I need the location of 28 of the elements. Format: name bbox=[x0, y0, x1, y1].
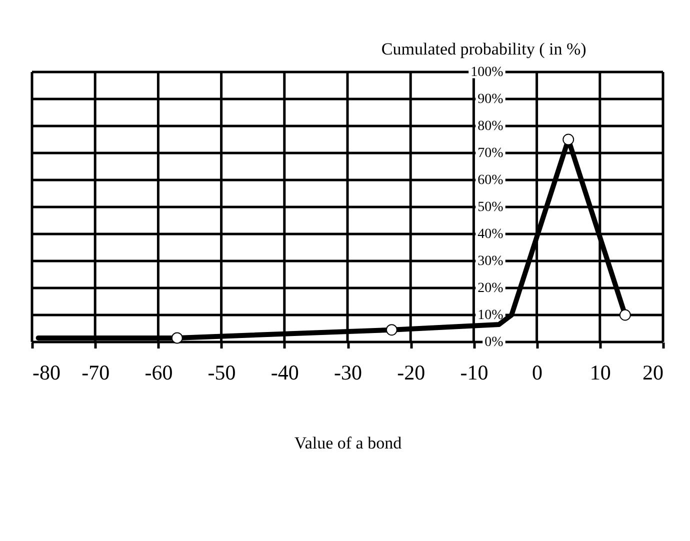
y-tick-label: 60% bbox=[478, 173, 504, 188]
y-axis-title: Cumulated probability ( in %) bbox=[381, 40, 586, 58]
x-tick-label: 20 bbox=[642, 360, 664, 384]
y-tick-label: 10% bbox=[478, 308, 504, 323]
x-tick-label: -30 bbox=[334, 360, 362, 384]
x-tick-label: -60 bbox=[144, 360, 173, 384]
point bbox=[171, 332, 183, 344]
y-tick-label: 50% bbox=[478, 200, 504, 215]
x-tick-label: -50 bbox=[208, 360, 236, 384]
x-axis-title: Value of a bond bbox=[294, 434, 402, 452]
point bbox=[619, 309, 631, 321]
y-tick-label: 70% bbox=[478, 146, 504, 161]
y-tick-label: 40% bbox=[478, 227, 504, 242]
x-tick-label: 10 bbox=[590, 360, 611, 384]
x-tick-label: -80 bbox=[32, 360, 60, 384]
y-tick-label: 80% bbox=[478, 119, 504, 134]
y-tick-label: 90% bbox=[478, 92, 504, 107]
y-tick-label: 20% bbox=[478, 281, 504, 296]
x-tick-label: -20 bbox=[397, 360, 426, 384]
point bbox=[562, 134, 574, 146]
point bbox=[386, 324, 398, 336]
x-tick-label: -40 bbox=[270, 360, 299, 384]
x-tick-label: -70 bbox=[82, 360, 110, 384]
y-tick-label: 100% bbox=[470, 65, 504, 80]
y-tick-label: 0% bbox=[484, 335, 504, 350]
y-tick-label: 30% bbox=[478, 254, 504, 269]
x-tick-label: -10 bbox=[460, 360, 488, 384]
x-tick-label: 0 bbox=[532, 360, 543, 384]
